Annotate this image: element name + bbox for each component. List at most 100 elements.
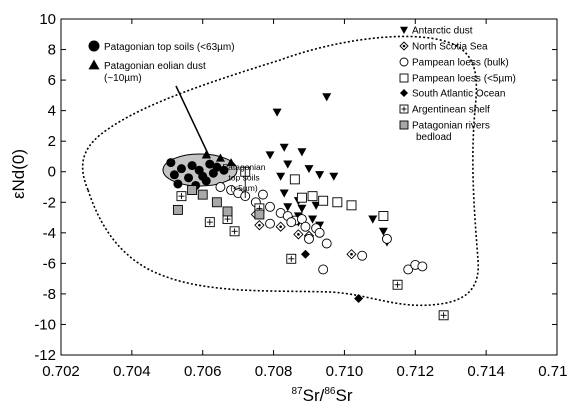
- data-point: [265, 201, 275, 212]
- data-point: [226, 158, 236, 167]
- y-tick-label: 4: [48, 103, 56, 120]
- plot-frame: [60, 18, 558, 356]
- data-point: [176, 191, 187, 202]
- data-point: [204, 217, 215, 228]
- y-tick-label: 6: [48, 72, 56, 89]
- data-point: [286, 217, 297, 228]
- data-point: [215, 153, 225, 162]
- data-point: [378, 227, 388, 236]
- legend-label: Pampean loess (<5µm): [412, 74, 516, 85]
- legend-label: (~10µm): [104, 73, 142, 84]
- data-point: [332, 197, 343, 208]
- data-point: [346, 200, 357, 211]
- y-tick-label: -4: [43, 225, 56, 242]
- data-point: [300, 221, 311, 232]
- legend-marker: [88, 59, 100, 70]
- data-point: [172, 204, 183, 215]
- data-point: [208, 168, 218, 178]
- y-tick-label: 8: [48, 42, 56, 59]
- y-tick-label: 10: [39, 11, 56, 28]
- data-point: [307, 191, 318, 202]
- data-point: [378, 211, 389, 221]
- x-tick-label: 0.708: [255, 363, 293, 380]
- data-point: [219, 165, 229, 175]
- legend-marker: [399, 57, 409, 67]
- data-point: [205, 159, 215, 169]
- data-point: [286, 253, 297, 264]
- data-point: [354, 293, 364, 303]
- legend-label: Patagonian eolian dust: [104, 61, 206, 72]
- annotation-label: Patagonian: [222, 162, 265, 172]
- data-point: [381, 233, 392, 244]
- legend-label: Argentinean shelf: [412, 105, 490, 116]
- data-point: [254, 209, 265, 220]
- y-tick-label: -12: [34, 347, 56, 364]
- data-point: [173, 179, 183, 189]
- data-point: [329, 172, 339, 181]
- data-point: [187, 185, 198, 196]
- data-point: [417, 261, 428, 272]
- data-point: [392, 279, 403, 290]
- legend-marker: [399, 120, 409, 130]
- legend-marker: [88, 40, 100, 52]
- data-point: [215, 182, 226, 192]
- dotted-envelope: [81, 35, 480, 307]
- data-point: [297, 148, 307, 157]
- annotation-label: top soils: [228, 173, 259, 183]
- data-point: [322, 93, 332, 102]
- data-point: [315, 171, 325, 180]
- data-point: [187, 161, 197, 171]
- data-point: [275, 221, 286, 232]
- legend-label: Pampean loess (bulk): [412, 58, 509, 69]
- legend-label: Patagonian top soils (<63µm): [104, 42, 235, 53]
- data-point: [321, 238, 332, 249]
- legend-marker: [399, 104, 409, 114]
- data-point: [283, 160, 293, 169]
- y-tick-label: -2: [43, 194, 56, 211]
- x-tick-label: 0.714: [467, 363, 505, 380]
- data-point: [276, 172, 286, 181]
- annotation-label: (<5µm): [230, 183, 257, 193]
- data-point: [289, 174, 300, 185]
- y-axis-title: εNd(0): [9, 149, 28, 199]
- y-tick-label: 2: [48, 133, 56, 150]
- data-point: [279, 189, 289, 198]
- legend-label: North Scotia Sea: [412, 42, 488, 53]
- data-point: [368, 215, 378, 224]
- legend-label: South Atlantic Ocean: [412, 89, 505, 100]
- x-tick-label: 0.704: [113, 363, 151, 380]
- data-point: [300, 249, 310, 259]
- data-point: [318, 264, 329, 275]
- data-point: [308, 215, 318, 224]
- data-point: [229, 226, 240, 237]
- data-point: [184, 173, 194, 183]
- data-point: [304, 233, 314, 244]
- legend-marker: [399, 41, 409, 51]
- data-point: [279, 143, 289, 152]
- data-point: [346, 249, 357, 260]
- legend-marker: [400, 89, 408, 97]
- data-point: [211, 197, 222, 208]
- data-point: [201, 176, 211, 186]
- data-point: [169, 170, 179, 180]
- legend-label: bedload: [416, 132, 452, 143]
- data-point: [222, 206, 233, 217]
- data-point: [357, 250, 368, 261]
- data-point: [314, 227, 325, 238]
- data-point: [293, 229, 304, 240]
- y-tick-label: -8: [43, 286, 56, 303]
- data-point: [403, 264, 414, 275]
- legend-label: Antarctic dust: [412, 26, 473, 37]
- y-tick-label: -10: [34, 316, 56, 333]
- legend-label: Patagonian rivers: [412, 121, 490, 132]
- data-point: [438, 310, 449, 321]
- data-point: [265, 218, 275, 229]
- data-point: [304, 165, 314, 174]
- y-tick-label: -6: [43, 255, 56, 272]
- data-point: [272, 108, 282, 117]
- data-point: [318, 195, 329, 206]
- x-tick-label: 0.712: [397, 363, 435, 380]
- data-point: [296, 192, 307, 203]
- data-point: [176, 164, 186, 174]
